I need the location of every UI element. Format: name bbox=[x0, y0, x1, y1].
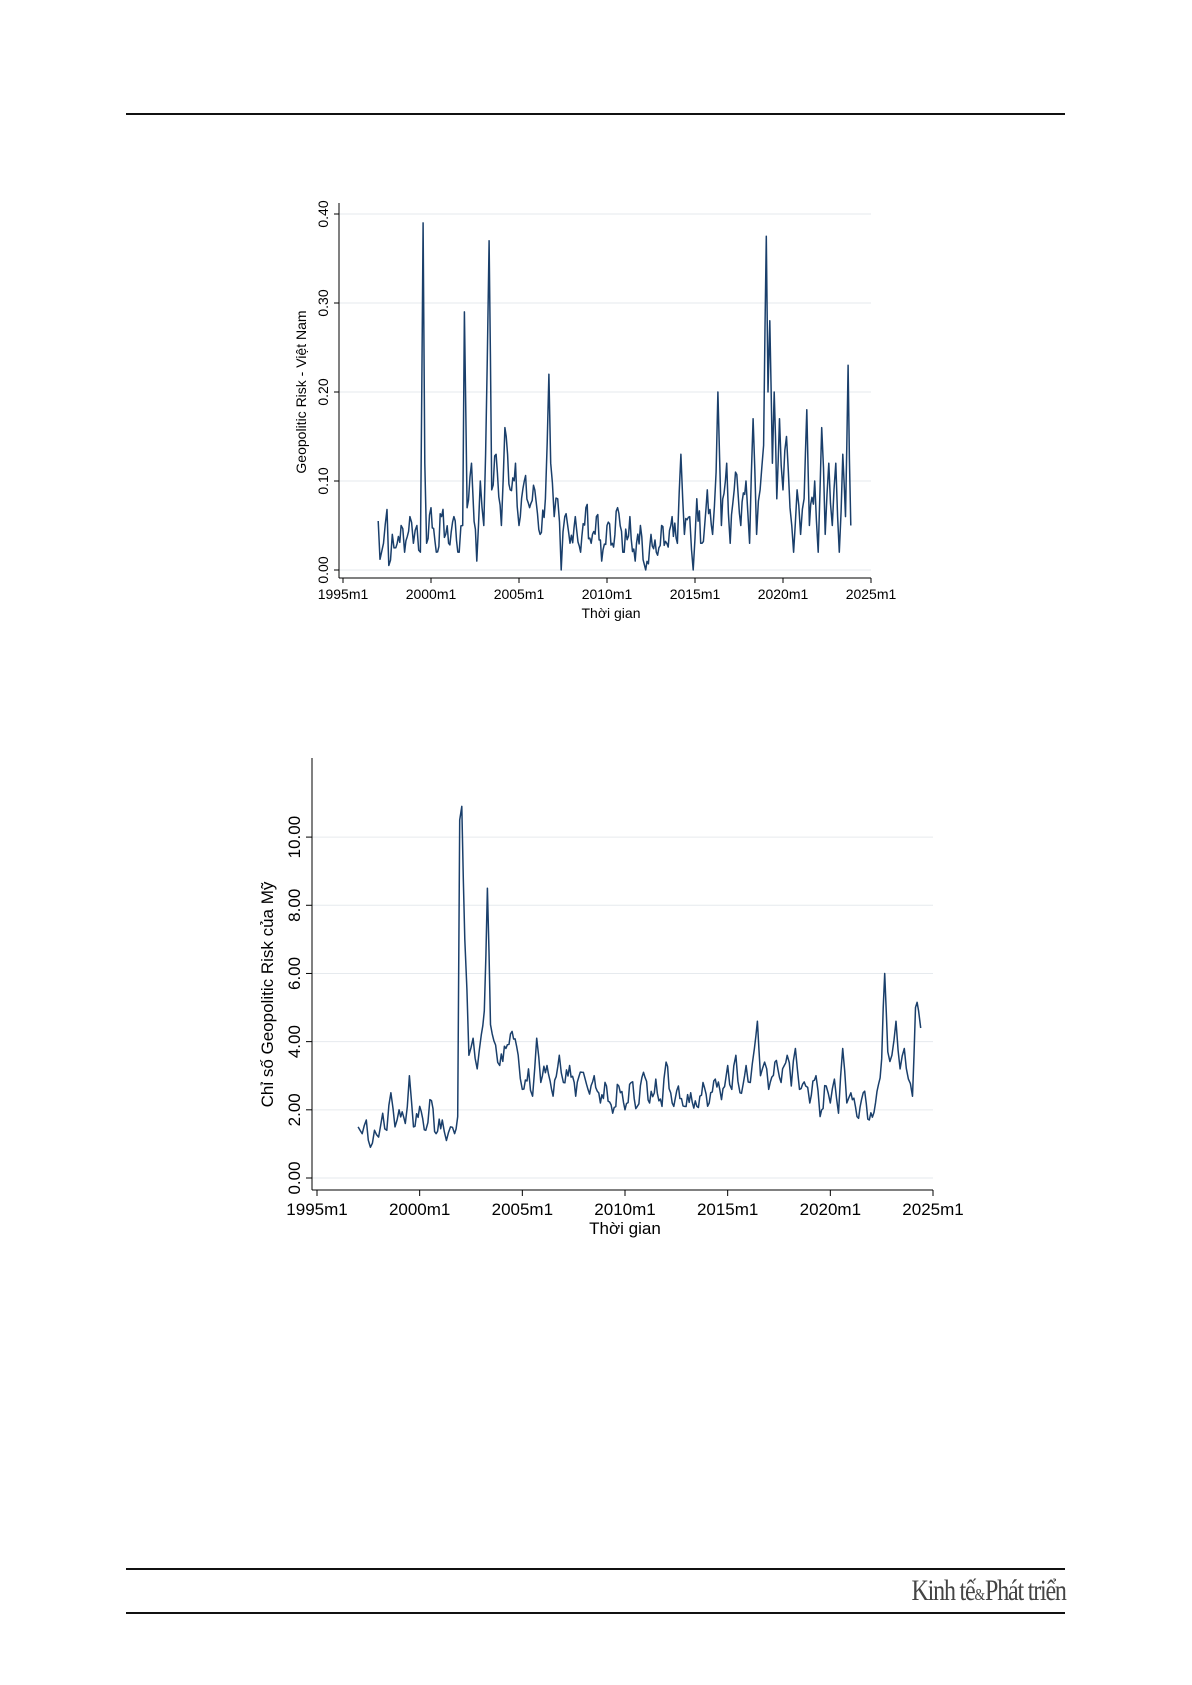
footer-rule-bottom bbox=[126, 1612, 1065, 1614]
y-tick-label-0: 0.00 bbox=[315, 556, 331, 583]
publication-logo: Kinh tế&Phát triển bbox=[911, 1574, 1067, 1608]
y-tick-label-4: 8.00 bbox=[285, 889, 304, 922]
x-tick-label-2: 2005m1 bbox=[492, 1200, 553, 1219]
y-tick-label-1: 2.00 bbox=[285, 1093, 304, 1126]
chart-geopolitic-risk-vietnam: 0.00 0.10 0.20 0.30 0.40 1995m1 2000m1 2005m1 20… bbox=[293, 200, 897, 621]
x-tick-label-4: 2015m1 bbox=[697, 1200, 758, 1219]
x-tick-label-6: 2025m1 bbox=[902, 1200, 963, 1219]
x-tick-label-1: 2000m1 bbox=[389, 1200, 450, 1219]
y-axis-title: Geopolitic Risk - Việt Nam bbox=[293, 310, 309, 473]
x-axis-title: Thời gian bbox=[589, 1219, 661, 1238]
y-tick-label-0: 0.00 bbox=[285, 1161, 304, 1194]
x-tick-label-2: 2005m1 bbox=[494, 586, 545, 602]
x-tick-label-5: 2020m1 bbox=[800, 1200, 861, 1219]
y-tick-label-2: 4.00 bbox=[285, 1025, 304, 1058]
x-tick-label-0: 1995m1 bbox=[286, 1200, 347, 1219]
x-tick-label-6: 2025m1 bbox=[846, 586, 897, 602]
footer-rule-top bbox=[126, 1568, 1065, 1570]
y-tick-label-3: 6.00 bbox=[285, 957, 304, 990]
y-tick-label-2: 0.20 bbox=[315, 378, 331, 405]
x-tick-label-3: 2010m1 bbox=[594, 1200, 655, 1219]
y-tick-label-1: 0.10 bbox=[315, 467, 331, 494]
y-tick-label-5: 10.00 bbox=[285, 816, 304, 859]
line-series-us-0 bbox=[357, 805, 922, 1149]
logo-ampersand: & bbox=[974, 1585, 986, 1604]
y-tick-label-3: 0.30 bbox=[315, 289, 331, 316]
header-rule bbox=[126, 113, 1065, 115]
y-tick-label-4: 0.40 bbox=[315, 200, 331, 227]
chart-geopolitic-risk-us: 0.00 2.00 4.00 6.00 8.00 10.00 1995m1 2000m1 200… bbox=[258, 758, 964, 1238]
x-tick-label-4: 2015m1 bbox=[670, 586, 721, 602]
x-tick-label-3: 2010m1 bbox=[582, 586, 633, 602]
x-tick-label-0: 1995m1 bbox=[318, 586, 369, 602]
line-series-vietnam-0 bbox=[377, 222, 852, 571]
logo-part-1: Kinh tế bbox=[911, 1574, 976, 1607]
x-axis-title: Thời gian bbox=[582, 605, 641, 621]
y-axis-title: Chỉ số Geopolitic Risk của Mỹ bbox=[258, 881, 277, 1107]
logo-part-2: Phát triển bbox=[985, 1574, 1067, 1607]
x-tick-label-1: 2000m1 bbox=[406, 586, 457, 602]
x-tick-label-5: 2020m1 bbox=[758, 586, 809, 602]
